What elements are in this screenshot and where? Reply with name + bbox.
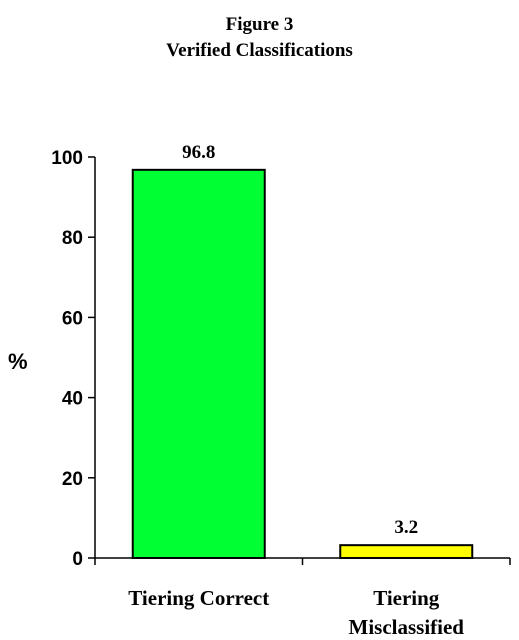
chart-subtitle: Verified Classifications xyxy=(166,40,353,61)
y-tick-label: 60 xyxy=(62,308,83,329)
category-label: Tiering xyxy=(373,586,440,610)
y-tick-label: 100 xyxy=(51,148,83,169)
y-tick-label: 20 xyxy=(62,469,83,490)
y-tick-label: 40 xyxy=(62,389,83,410)
data-label: 96.8 xyxy=(182,142,215,163)
data-label: 3.2 xyxy=(394,517,418,538)
y-axis-label: % xyxy=(8,349,28,374)
y-tick-label: 0 xyxy=(72,549,83,570)
bar xyxy=(131,168,266,559)
category-label: Misclassified xyxy=(349,615,465,639)
chart-title: Figure 3 xyxy=(225,14,294,35)
category-label: Tiering Correct xyxy=(128,586,269,610)
y-tick-label: 80 xyxy=(62,228,83,249)
bar xyxy=(339,544,474,560)
